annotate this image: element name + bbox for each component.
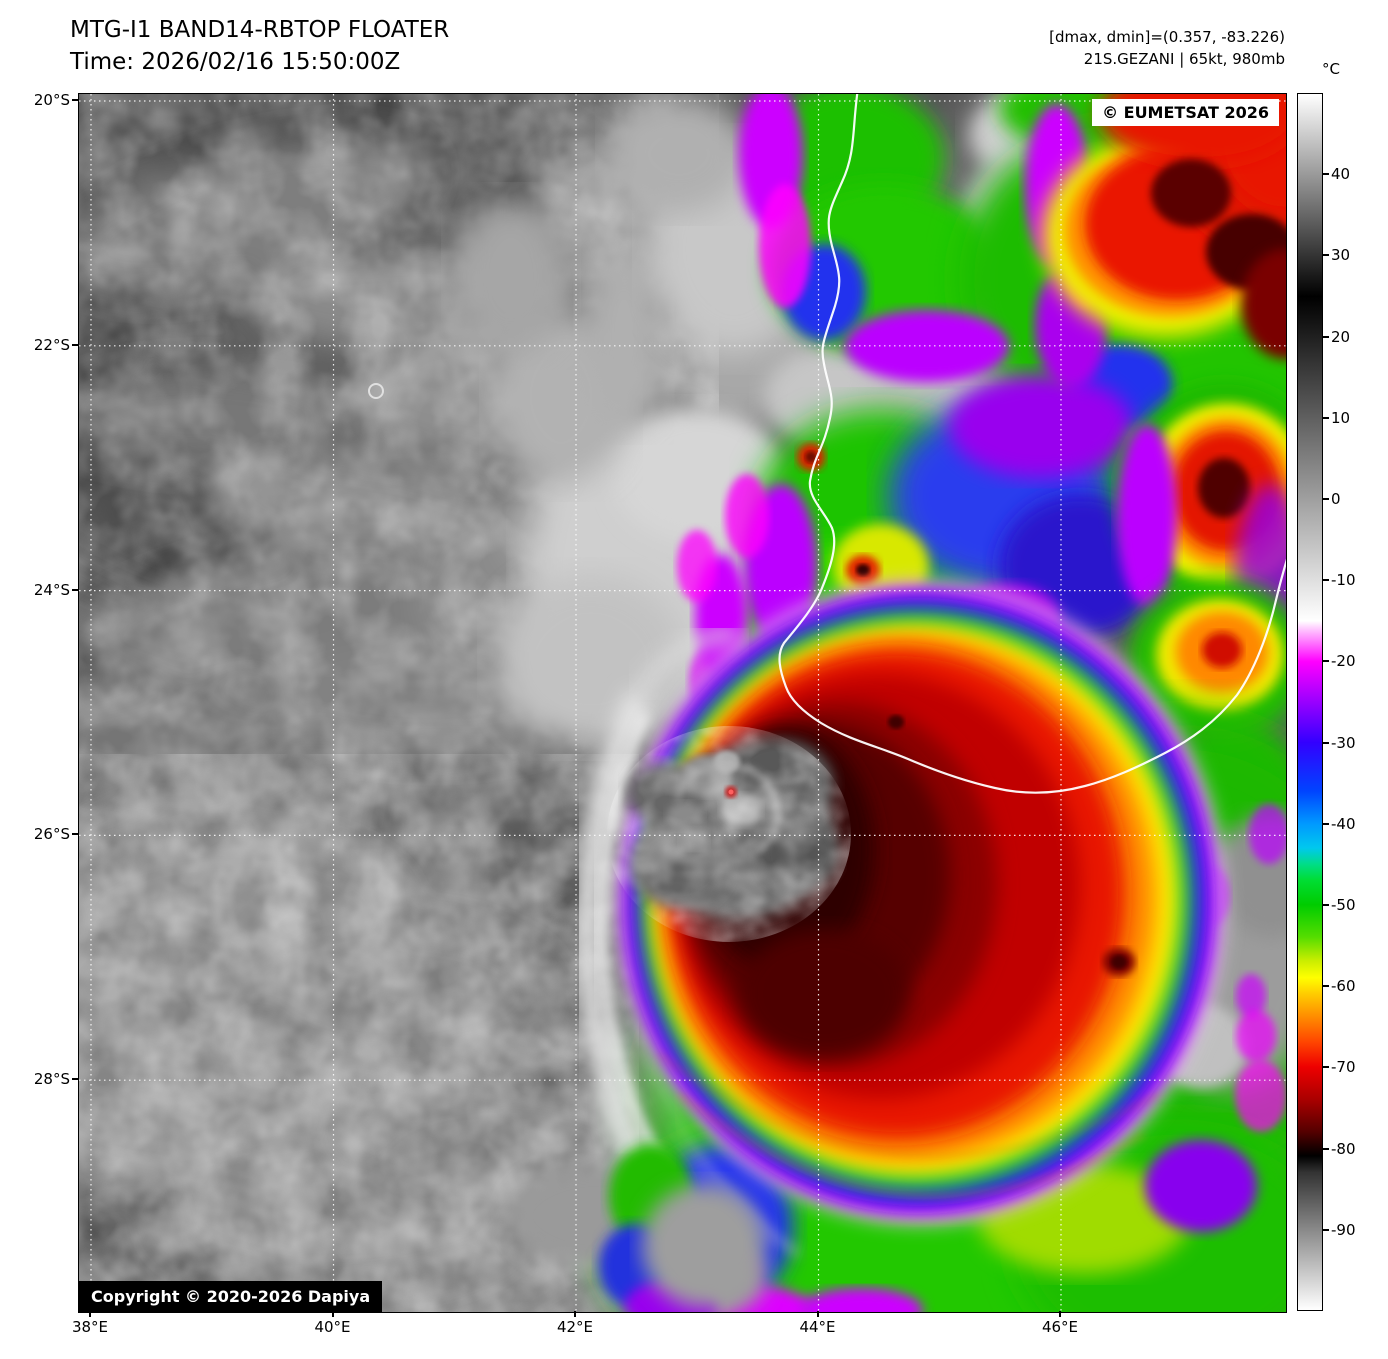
- colorbar-tick-label: -70: [1331, 1058, 1356, 1077]
- colorbar-tick-mark: [1323, 254, 1329, 257]
- lat-tick-label: 22°S: [33, 335, 70, 354]
- colorbar-tick-mark: [1323, 1147, 1329, 1150]
- colorbar-tick-label: 40: [1331, 165, 1351, 184]
- colorbar-tick-label: 30: [1331, 246, 1351, 265]
- lon-tick-mark: [331, 1311, 334, 1317]
- colorbar-gradient: [1298, 94, 1322, 1310]
- colorbar-tick-mark: [1323, 416, 1329, 419]
- colorbar-tick-mark: [1323, 335, 1329, 338]
- lat-tick-label: 28°S: [33, 1070, 70, 1089]
- dmax-dmin-readout: [dmax, dmin]=(0.357, -83.226): [1049, 28, 1285, 46]
- colorbar-unit-label: °C: [1322, 60, 1340, 78]
- lat-tick-label: 24°S: [33, 580, 70, 599]
- copyright-badge: Copyright © 2020-2026 Dapiya: [79, 1281, 383, 1312]
- cyclone: [619, 584, 1223, 1222]
- lon-tick-label: 42°E: [556, 1318, 594, 1336]
- colorbar-tick-label: -60: [1331, 977, 1356, 996]
- colorbar-tick-mark: [1323, 985, 1329, 988]
- coastline: [778, 94, 1286, 794]
- colorbar-tick-mark: [1323, 741, 1329, 744]
- lon-tick-label: 46°E: [1041, 1318, 1079, 1336]
- colorbar-tick-label: -50: [1331, 896, 1356, 914]
- lat-tick-mark: [72, 833, 78, 836]
- lon-tick-mark: [574, 1311, 576, 1317]
- colorbar-tick-label: 0: [1331, 490, 1341, 508]
- colorbar-tick-mark: [1323, 904, 1329, 906]
- colorbar-tick-mark: [1323, 822, 1329, 825]
- lon-tick-label: 44°E: [799, 1318, 836, 1336]
- lat-tick-mark: [72, 1078, 78, 1081]
- page-title: MTG-I1 BAND14-RBTOP FLOATER: [70, 17, 450, 43]
- lon-tick-label: 40°E: [314, 1318, 351, 1336]
- colorbar: [1297, 93, 1323, 1311]
- satellite-scene: [79, 94, 1286, 1312]
- lat-tick-label: 20°S: [33, 91, 70, 109]
- colorbar-tick-label: 20: [1331, 327, 1351, 346]
- colorbar-tick-mark: [1323, 1066, 1329, 1069]
- colorbar-tick-mark: [1323, 498, 1329, 500]
- satellite-map: © EUMETSAT 2026 Copyright © 2020-2026 Da…: [78, 93, 1287, 1313]
- timestamp: Time: 2026/02/16 15:50:00Z: [70, 49, 401, 75]
- provider-credit-badge: © EUMETSAT 2026: [1092, 99, 1279, 126]
- ring-cloud-feature: [368, 383, 384, 399]
- lat-tick-label: 26°S: [33, 825, 70, 844]
- colorbar-tick-mark: [1323, 1228, 1329, 1231]
- colorbar-tick-label: -90: [1331, 1220, 1356, 1239]
- graticule: [79, 94, 1286, 1312]
- lon-tick-mark: [89, 1311, 91, 1317]
- lat-tick-mark: [72, 343, 78, 346]
- lon-tick-mark: [1059, 1311, 1061, 1317]
- overshooting-tops: [607, 726, 851, 942]
- lat-tick-mark: [72, 588, 78, 591]
- colorbar-tick-mark: [1323, 173, 1329, 176]
- lat-tick-mark: [72, 99, 78, 101]
- colorbar-tick-label: -20: [1331, 652, 1356, 671]
- colorbar-tick-label: -40: [1331, 814, 1356, 833]
- colorbar-tick-label: -30: [1331, 733, 1356, 752]
- colorbar-tick-label: -80: [1331, 1139, 1356, 1158]
- colorbar-tick-mark: [1323, 579, 1329, 582]
- colorbar-tick-label: 10: [1331, 408, 1351, 427]
- colorbar-tick-label: -10: [1331, 571, 1356, 590]
- storm-info: 21S.GEZANI | 65kt, 980mb: [1083, 50, 1285, 68]
- colorbar-tick-mark: [1323, 660, 1329, 663]
- lon-tick-mark: [816, 1311, 819, 1317]
- lon-tick-label: 38°E: [71, 1318, 109, 1336]
